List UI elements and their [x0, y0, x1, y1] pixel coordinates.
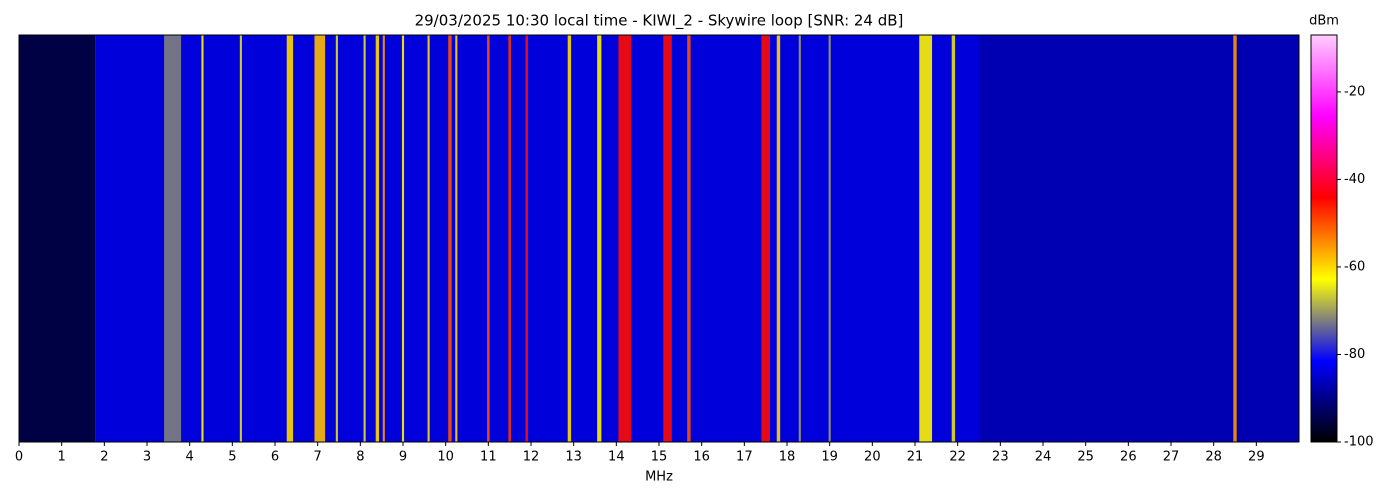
- x-tick-label: 24: [1035, 450, 1052, 465]
- x-tick-label: 16: [693, 450, 710, 465]
- colorbar-tick-label: -100: [1344, 435, 1374, 450]
- x-tick-label: 19: [821, 450, 838, 465]
- signal: [487, 35, 490, 442]
- signal: [687, 35, 691, 442]
- signal: [201, 35, 204, 442]
- x-tick-label: 9: [399, 450, 407, 465]
- noise-band: [95, 35, 980, 442]
- x-tick-label: 6: [271, 450, 279, 465]
- noise-band: [979, 35, 1299, 442]
- colorbar: [1310, 34, 1338, 443]
- x-tick-label: 18: [779, 450, 796, 465]
- signal: [314, 35, 326, 442]
- x-tick-label: 17: [736, 450, 753, 465]
- signal: [286, 35, 294, 442]
- x-tick-label: 2: [100, 450, 108, 465]
- x-tick-label: 20: [864, 450, 881, 465]
- signal: [382, 35, 385, 442]
- signal: [919, 35, 933, 442]
- colorbar-tick-label: -40: [1344, 172, 1365, 187]
- signal: [618, 35, 632, 442]
- signal: [1233, 35, 1237, 442]
- x-tick-label: 13: [565, 450, 582, 465]
- signal: [951, 35, 956, 442]
- x-tick-label: 15: [651, 450, 668, 465]
- x-tick-label: 26: [1120, 450, 1137, 465]
- signal: [375, 35, 380, 442]
- colorbar-tick-label: -20: [1344, 84, 1365, 99]
- x-tick-label: 14: [608, 450, 625, 465]
- signal: [798, 35, 801, 442]
- x-tick-label: 12: [523, 450, 540, 465]
- signal: [663, 35, 672, 442]
- signal: [508, 35, 511, 442]
- signal: [597, 35, 602, 442]
- x-tick-label: 22: [949, 450, 966, 465]
- x-tick-label: 29: [1248, 450, 1265, 465]
- x-tick-label: 25: [1077, 450, 1094, 465]
- x-axis-label: MHz: [645, 470, 673, 485]
- x-tick-label: 3: [143, 450, 151, 465]
- signal: [776, 35, 781, 442]
- signal: [761, 35, 770, 442]
- x-tick-label: 28: [1205, 450, 1222, 465]
- chart-title: 29/03/2025 10:30 local time - KIWI_2 - S…: [415, 12, 904, 31]
- x-tick-label: 1: [58, 450, 66, 465]
- x-tick-label: 5: [228, 450, 236, 465]
- x-tick-label: 11: [480, 450, 497, 465]
- signal: [239, 35, 242, 442]
- colorbar-label: dBm: [1309, 14, 1339, 29]
- x-tick-label: 8: [356, 450, 364, 465]
- signal: [363, 35, 366, 442]
- signal: [828, 35, 831, 442]
- waterfall: [19, 35, 1299, 442]
- x-tick-label: 7: [314, 450, 322, 465]
- x-tick-label: 27: [1163, 450, 1180, 465]
- x-tick-label: 10: [437, 450, 454, 465]
- signal: [401, 35, 405, 442]
- colorbar-tick-label: -60: [1344, 259, 1365, 274]
- signal: [427, 35, 430, 442]
- signal: [335, 35, 338, 442]
- x-tick-label: 0: [15, 450, 23, 465]
- signal: [448, 35, 452, 442]
- x-tick-label: 4: [186, 450, 194, 465]
- colorbar-tick-label: -80: [1344, 347, 1365, 362]
- x-tick-label: 23: [992, 450, 1009, 465]
- noise-band: [19, 35, 96, 442]
- signal: [164, 35, 182, 442]
- signal: [455, 35, 458, 442]
- signal: [525, 35, 529, 442]
- signal: [567, 35, 572, 442]
- x-tick-label: 21: [907, 450, 924, 465]
